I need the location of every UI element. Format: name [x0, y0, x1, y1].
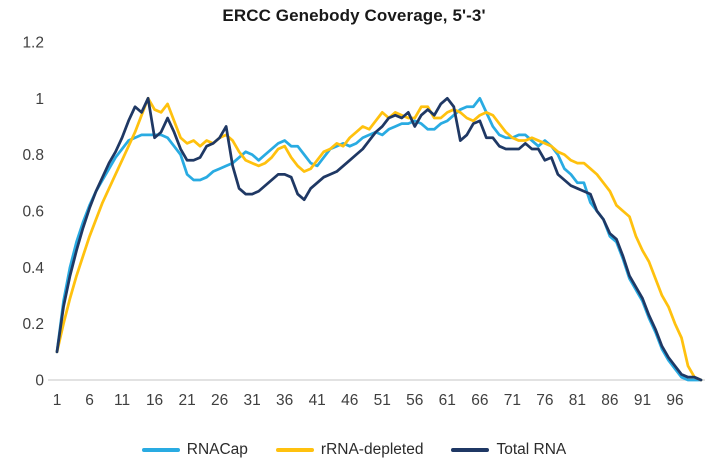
x-tick-label: 56	[406, 392, 423, 409]
x-tick-label: 41	[309, 392, 326, 409]
plot-area: 00.20.40.60.811.21 6 11 16 21 26 31 36 41 46 51 56 6…	[22, 34, 705, 409]
legend-label-rnacap: RNACap	[186, 441, 248, 458]
x-tick-label: 31	[244, 392, 261, 409]
x-tick-label: 11	[114, 392, 130, 409]
y-tick-label: 1.2	[22, 34, 44, 51]
x-tick-label: 51	[374, 392, 391, 409]
x-tick-label: 81	[569, 392, 586, 409]
x-tick-label: 1	[53, 392, 62, 409]
x-tick-label: 86	[601, 392, 618, 409]
x-tick-label: 26	[211, 392, 228, 409]
y-tick-label: 0.4	[22, 260, 44, 277]
total-rna-line-swatch	[451, 448, 490, 452]
legend-item-rrna-depleted: rRNA-depleted	[275, 441, 424, 459]
legend-item-total-rna: Total RNA	[451, 441, 566, 459]
x-tick-label: 76	[536, 392, 553, 409]
y-tick-label: 0.6	[22, 203, 44, 220]
x-tick-label: 61	[439, 392, 456, 409]
rnacap-line-swatch	[141, 448, 180, 452]
x-tick-label: 36	[276, 392, 293, 409]
y-tick-label: 0.8	[22, 147, 44, 164]
legend-item-rnacap: RNACap	[141, 441, 248, 459]
x-tick-label: 16	[146, 392, 163, 409]
rrna-depleted-line-swatch	[275, 448, 314, 452]
chart-title: ERCC Genebody Coverage, 5'-3'	[222, 6, 486, 25]
x-tick-label: 6	[85, 392, 94, 409]
legend: RNACap rRNA-depleted Total RNA	[0, 441, 708, 459]
x-tick-label: 21	[178, 392, 195, 409]
series-line-total-rna	[55, 96, 703, 382]
x-tick-label: 71	[504, 392, 521, 409]
x-tick-label: 91	[634, 392, 651, 409]
series-line-rnacap	[55, 96, 703, 382]
y-tick-label: 1	[35, 91, 44, 108]
x-tick-label: 96	[666, 392, 683, 409]
series-line-rrna-depleted	[55, 96, 703, 382]
x-tick-label: 66	[471, 392, 488, 409]
x-tick-label: 46	[341, 392, 358, 409]
legend-label-rrna-depleted: rRNA-depleted	[320, 441, 424, 458]
y-tick-label: 0.2	[22, 316, 44, 333]
legend-label-total-rna: Total RNA	[496, 441, 567, 458]
y-tick-label: 0	[35, 373, 44, 390]
